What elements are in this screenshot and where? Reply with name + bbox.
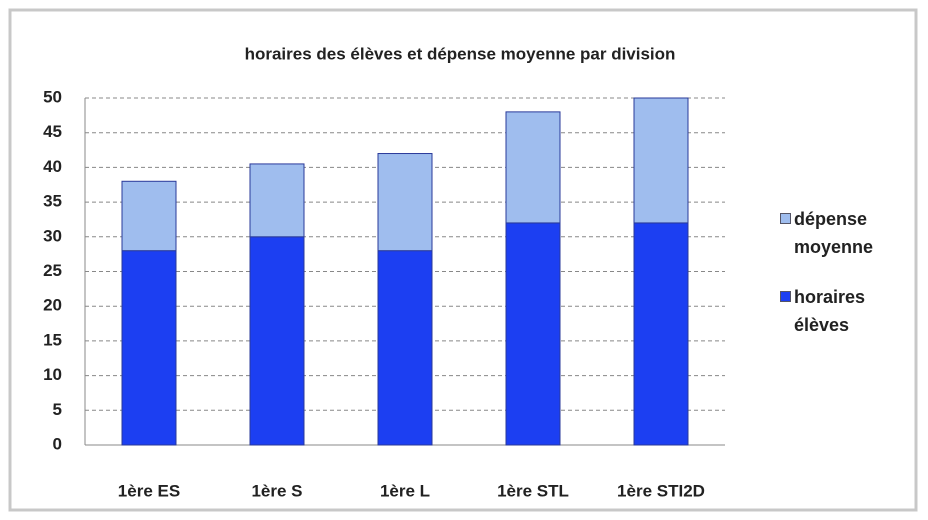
x-tick-label: 1ère S <box>251 481 302 500</box>
y-tick-label: 40 <box>43 157 62 176</box>
legend-label: horaires élèves <box>794 287 866 335</box>
x-tick-label: 1ère ES <box>118 481 180 500</box>
y-tick-label: 30 <box>43 226 62 245</box>
bar-segment <box>377 153 433 252</box>
y-tick-label: 5 <box>53 400 62 419</box>
legend-label: dépense moyenne <box>794 209 874 257</box>
bar-segment <box>505 222 561 446</box>
bar-segment <box>505 111 561 224</box>
y-tick-label: 15 <box>43 330 62 349</box>
y-tick-label: 25 <box>43 261 62 280</box>
legend-swatch <box>780 291 791 302</box>
legend-swatch <box>780 213 791 224</box>
y-tick-label: 0 <box>53 434 62 453</box>
y-tick-label: 45 <box>43 122 62 141</box>
y-tick-label: 20 <box>43 296 62 315</box>
bar-segment <box>377 250 433 446</box>
legend-item: dépense moyenne <box>780 205 900 261</box>
bar-segment <box>249 163 305 238</box>
bar-segment <box>249 236 305 446</box>
bar-segment <box>633 222 689 446</box>
y-tick-label: 10 <box>43 365 62 384</box>
bar-segment <box>121 180 177 252</box>
x-tick-label: 1ère L <box>380 481 430 500</box>
chart-title: horaires des élèves et dépense moyenne p… <box>245 44 676 63</box>
bar-segment <box>121 250 177 446</box>
x-tick-label: 1ère STI2D <box>617 481 705 500</box>
bar-segment <box>633 97 689 224</box>
y-tick-label: 50 <box>43 87 62 106</box>
y-tick-label: 35 <box>43 192 62 211</box>
x-tick-label: 1ère STL <box>497 481 569 500</box>
legend-item: horaires élèves <box>780 283 900 339</box>
